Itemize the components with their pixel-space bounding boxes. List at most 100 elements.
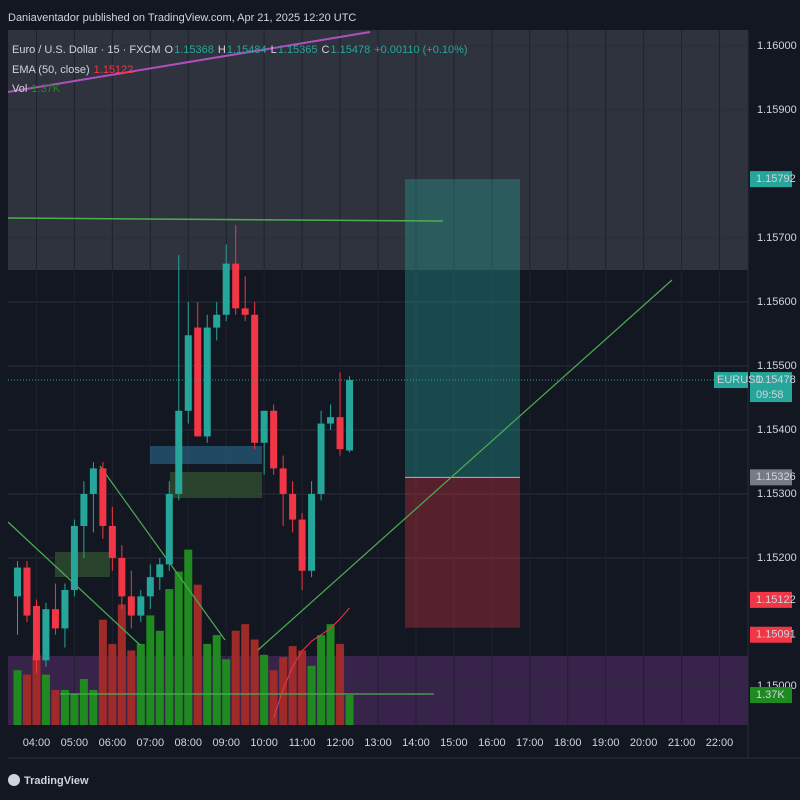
- candle-body: [251, 314, 259, 443]
- zone-box: [150, 446, 262, 464]
- volume-bar: [279, 657, 288, 725]
- volume-bar: [60, 689, 69, 725]
- candle-body: [42, 609, 50, 661]
- ema-badge: [750, 591, 792, 608]
- position-badge: [750, 171, 792, 188]
- volume-bar: [32, 654, 41, 725]
- price-badge-label: 1.15478: [756, 374, 796, 386]
- zone-box: [170, 472, 262, 498]
- candle-body: [270, 410, 278, 469]
- trend-line: [257, 279, 673, 651]
- ohlc-value: 1.15365: [278, 44, 318, 56]
- candle-body: [232, 263, 240, 309]
- volume-badge: [750, 687, 792, 703]
- y-tick-label: 1.15500: [757, 360, 797, 372]
- x-tick-label: 20:00: [630, 737, 658, 749]
- x-tick-label: 15:00: [440, 737, 468, 749]
- y-tick-label: 1.15900: [757, 104, 797, 116]
- zone-box: [55, 552, 110, 577]
- candle-body: [127, 596, 135, 616]
- volume-bar: [326, 624, 335, 725]
- x-tick-label: 05:00: [61, 737, 89, 749]
- target-box: [405, 179, 520, 478]
- volume-bar: [136, 643, 145, 725]
- volume-bar: [241, 624, 250, 725]
- x-tick-label: 19:00: [592, 737, 620, 749]
- volume: [13, 549, 354, 725]
- price-badge: [750, 372, 792, 403]
- x-tick-label: 16:00: [478, 737, 506, 749]
- volume-bar: [127, 650, 136, 725]
- volume-bar: [269, 670, 278, 725]
- symbol: Euro / U.S. Dollar · 15 · FXCM: [12, 44, 161, 56]
- candle-body: [194, 327, 202, 437]
- y-tick-label: 1.16000: [757, 40, 797, 52]
- x-tick-label: 18:00: [554, 737, 582, 749]
- trend-line: [7, 31, 371, 93]
- candle-body: [184, 335, 192, 411]
- ohlc-value: 1.15478: [330, 44, 370, 56]
- volume-bar: [155, 630, 164, 725]
- ema-value: 1.15122: [94, 64, 134, 76]
- x-tick-label: 08:00: [174, 737, 202, 749]
- volume-bar: [260, 654, 269, 725]
- position-badge-label: 1.15091: [756, 629, 796, 641]
- position-badge-label: 1.15326: [756, 471, 796, 483]
- ohlc-value: 1.15484: [227, 44, 267, 56]
- volume-bar: [70, 694, 79, 725]
- candle-body: [61, 589, 69, 629]
- volume-name: Vol: [12, 83, 27, 95]
- volume-bar: [345, 694, 354, 725]
- ohlc-key: C: [321, 44, 329, 56]
- y-tick-label: 1.15600: [757, 296, 797, 308]
- candle-body: [203, 327, 211, 437]
- candle-body: [137, 596, 145, 616]
- volume-bar: [203, 643, 212, 725]
- y-tick-label: 1.15300: [757, 488, 797, 500]
- volume-bar: [307, 665, 316, 725]
- ohlc-value: 1.15368: [174, 44, 214, 56]
- x-tick-label: 12:00: [326, 737, 354, 749]
- stop-box: [405, 477, 520, 628]
- volume-bar: [79, 678, 88, 725]
- footer-brand: TradingView: [24, 775, 89, 787]
- volume-bar: [22, 674, 31, 725]
- volume-bar: [165, 589, 174, 725]
- x-tick-label: 06:00: [99, 737, 127, 749]
- ticker-badge: [714, 372, 748, 389]
- volume-bar: [250, 639, 259, 725]
- volume-bar: [41, 674, 50, 725]
- legend-symbol: Euro / U.S. Dollar · 15 · FXCM O1.15368 H1…: [12, 44, 468, 56]
- candle-body: [99, 468, 107, 526]
- y-tick-label: 1.15400: [757, 424, 797, 436]
- volume-bar: [193, 584, 202, 725]
- volume-bar: [108, 643, 117, 725]
- candle-body: [213, 314, 221, 328]
- publish-line: Daniaventador published on TradingView.c…: [8, 12, 356, 24]
- candle-body: [336, 417, 344, 450]
- x-tick-label: 04:00: [23, 737, 51, 749]
- ohlc-key: O: [165, 44, 174, 56]
- candle-body: [146, 577, 154, 597]
- x-tick-label: 13:00: [364, 737, 392, 749]
- volume-badge-label: 1.37K: [756, 689, 785, 701]
- y-tick-label: 1.15200: [757, 552, 797, 564]
- candle-body: [317, 423, 325, 494]
- trend-line: [99, 465, 226, 641]
- candle-body: [118, 557, 126, 597]
- x-tick-label: 09:00: [212, 737, 240, 749]
- volume-bar: [336, 643, 345, 725]
- candle-body: [327, 417, 335, 424]
- change: +0.00110 (+0.10%): [374, 44, 467, 56]
- position-tool: [405, 179, 520, 628]
- candle-body: [13, 567, 21, 597]
- x-tick-label: 14:00: [402, 737, 430, 749]
- ema-line: [273, 607, 350, 719]
- volume-bar: [98, 619, 107, 725]
- candle-body: [279, 468, 287, 494]
- volume-bar: [89, 689, 98, 725]
- candle-body: [70, 525, 78, 590]
- trend-line: [7, 217, 444, 222]
- volume-value: 1.37K: [31, 83, 60, 95]
